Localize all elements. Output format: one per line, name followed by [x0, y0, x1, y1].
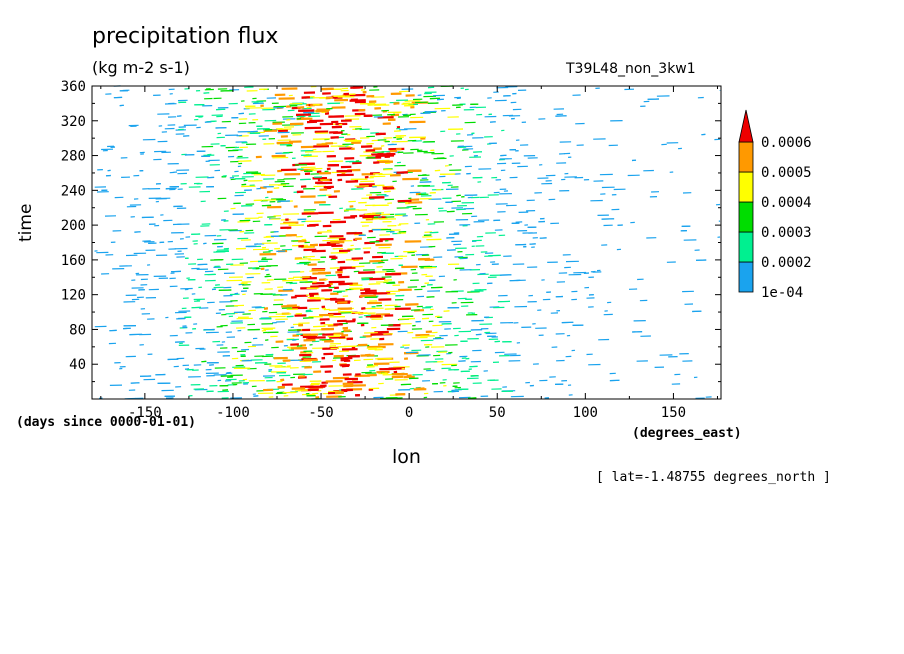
colorbar-band: [738, 261, 754, 293]
x-tick-label: 150: [661, 405, 686, 421]
colorbar-band: [738, 141, 754, 173]
y-tick-label: 160: [61, 253, 86, 269]
y-tick-label: 320: [61, 114, 86, 130]
colorbar-band: [738, 171, 754, 203]
colorbar-band: [738, 231, 754, 263]
y-axis-ticks: 40 80 120 160 200 240 280 320 360: [61, 79, 721, 383]
x-tick-label: -100: [216, 405, 250, 421]
latitude-note: [ lat=-1.48755 degrees_north ]: [596, 470, 831, 485]
y-tick-label: 40: [69, 357, 86, 373]
x-tick-label: 50: [489, 405, 506, 421]
time-unit-note: (days since 0000-01-01): [16, 415, 197, 430]
y-tick-label: 280: [61, 149, 86, 165]
y-tick-label: 360: [61, 79, 86, 95]
x-axis-label: lon: [392, 446, 421, 468]
precip-field: [94, 85, 721, 400]
colorbar-level-label: 0.0003: [761, 225, 812, 241]
x-axis-ticks: -150 -100 -50 0 50 100 150: [100, 86, 718, 421]
y-tick-label: 120: [61, 288, 86, 304]
x-tick-label: 0: [405, 405, 413, 421]
x-tick-label: -50: [308, 405, 333, 421]
colorbar-band: [738, 201, 754, 233]
y-tick-label: 240: [61, 183, 86, 199]
colorbar-level-label: 0.0002: [761, 255, 812, 271]
colorbar-level-label: 0.0004: [761, 195, 812, 211]
colorbar-level-label: 0.0005: [761, 165, 812, 181]
run-name-label: T39L48_non_3kw1: [566, 61, 696, 77]
chart-title: precipitation flux: [92, 24, 279, 49]
colorbar-overflow-arrow: [738, 109, 754, 143]
x-tick-label: 100: [573, 405, 598, 421]
colorbar: 1e-04 0.0002 0.0003 0.0004 0.0005 0.0006: [738, 109, 812, 301]
chart-units: (kg m-2 s-1): [92, 58, 190, 77]
y-tick-label: 200: [61, 218, 86, 234]
y-tick-label: 80: [69, 322, 86, 338]
lon-unit-note: (degrees_east): [632, 426, 742, 441]
x-tick-label: -150: [128, 405, 162, 421]
colorbar-level-label: 1e-04: [761, 285, 803, 301]
colorbar-level-label: 0.0006: [761, 135, 812, 151]
